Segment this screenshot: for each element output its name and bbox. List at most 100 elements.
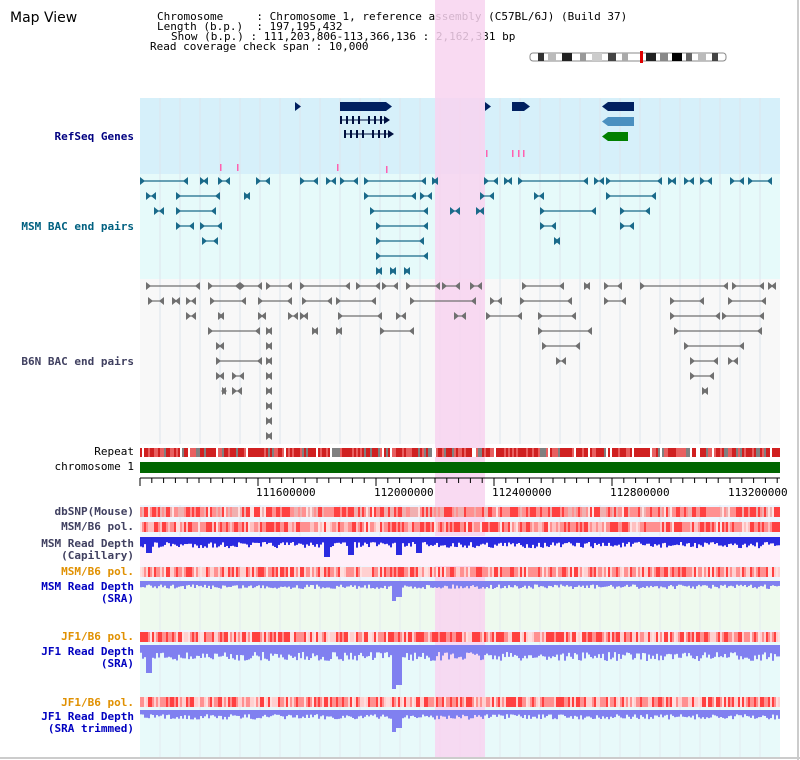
msm-b6-pol-strip — [184, 567, 186, 577]
jf1-depth-trim-bar — [340, 710, 342, 719]
dbsnp-strip — [598, 507, 600, 517]
msm-b6-pol-strip — [546, 567, 548, 577]
dbsnp-strip — [546, 507, 548, 517]
msm-b6-pol-strip — [430, 522, 432, 532]
msm-b6-pol-strip — [566, 567, 568, 577]
msm-b6-pol-strip — [378, 522, 380, 532]
jf1-depth-sra-bar — [280, 645, 282, 655]
msm-b6-pol-strip — [616, 567, 618, 577]
msm-depth-capillary-bar — [638, 537, 640, 542]
msm-bac-pair-end — [591, 207, 596, 215]
jf1-b6-pol-strip — [552, 697, 554, 707]
jf1-depth-trim-bar — [712, 710, 714, 715]
dbsnp-strip — [516, 507, 518, 517]
repeat-segment — [592, 448, 594, 457]
msm-b6-pol-strip — [354, 522, 356, 532]
msm-depth-sra-bar — [462, 581, 464, 589]
repeat-segment — [600, 448, 602, 457]
repeat-segment — [144, 448, 146, 457]
jf1-b6-pol-strip — [610, 632, 612, 642]
dbsnp-strip — [586, 507, 588, 517]
repeat-segment — [742, 448, 744, 457]
dbsnp-strip — [310, 507, 312, 517]
msm-depth-capillary-bar — [472, 537, 474, 548]
jf1-b6-pol-strip — [542, 697, 544, 707]
msm-bac-pair-end — [620, 207, 625, 215]
jf1-depth-sra-bar — [578, 645, 580, 661]
b6n-bac-pair-end — [674, 327, 679, 335]
jf1-b6-pol-strip — [768, 632, 770, 642]
jf1-b6-pol-strip — [730, 697, 732, 707]
jf1-depth-sra-bar — [670, 645, 672, 655]
repeat-segment — [202, 448, 204, 457]
msm-depth-capillary-bar — [708, 537, 710, 545]
repeat-segment — [674, 448, 676, 457]
repeat-segment — [270, 448, 272, 457]
repeat-segment — [614, 448, 616, 457]
msm-depth-sra-bar — [500, 581, 502, 589]
jf1-depth-sra-bar — [714, 645, 716, 657]
jf1-b6-pol-strip — [616, 697, 618, 707]
msm-b6-pol-strip — [596, 522, 598, 532]
msm-b6-pol-strip — [744, 522, 746, 532]
msm-b6-pol-strip — [232, 567, 234, 577]
msm-b6-pol-strip — [326, 522, 328, 532]
repeat-segment — [396, 448, 398, 457]
jf1-b6-pol-strip — [182, 632, 184, 642]
msm-b6-pol-strip — [584, 522, 586, 532]
msm-b6-pol-strip — [344, 567, 346, 577]
dbsnp-strip — [578, 507, 580, 517]
msm-b6-pol-strip — [516, 522, 518, 532]
msm-depth-capillary-bar — [420, 537, 422, 553]
msm-b6-pol-strip — [552, 522, 554, 532]
repeat-segment — [664, 448, 666, 457]
msm-depth-sra-bar — [460, 581, 462, 587]
msm-depth-sra-bar — [352, 581, 354, 587]
msm-b6-pol-strip — [172, 567, 174, 577]
jf1-b6-pol-strip — [778, 632, 780, 642]
msm-b6-pol-strip — [362, 522, 364, 532]
msm-b6-pol-strip — [424, 567, 426, 577]
dbsnp-strip — [564, 507, 566, 517]
chromosome-key: Chromosome — [157, 10, 224, 23]
dbsnp-strip — [670, 507, 672, 517]
msm-b6-pol-strip — [244, 522, 246, 532]
repeat-segment — [556, 448, 558, 457]
msm-bac-pair-end — [606, 192, 611, 200]
repeat-segment — [452, 448, 454, 457]
msm-depth-capillary-bar — [772, 537, 774, 544]
msm-bac-pair-end — [493, 177, 498, 185]
b6n-bac-pair-end — [684, 342, 689, 350]
msm-depth-capillary-bar — [180, 537, 182, 545]
b6n-bac-pair-end — [303, 312, 308, 320]
jf1-b6-pol-strip — [326, 697, 328, 707]
msm-bac-pair-end — [218, 177, 223, 185]
msm-depth-sra-bar — [364, 581, 366, 586]
repeat-segment — [374, 448, 376, 457]
msm-b6-pol-strip — [248, 567, 250, 577]
jf1-b6-pol-strip — [736, 632, 738, 642]
jf1-b6-pol-strip — [342, 632, 344, 642]
dbsnp-strip — [712, 507, 714, 517]
msm-depth-sra-bar — [472, 581, 474, 586]
jf1-b6-pol-strip — [530, 697, 532, 707]
b6n-bac-pair-end — [761, 297, 766, 305]
jf1-b6-pol-strip — [432, 697, 434, 707]
msm-b6-pol-strip — [172, 522, 174, 532]
msm-depth-capillary-bar — [494, 537, 496, 545]
msm-b6-pol-strip — [682, 522, 684, 532]
msm-depth-capillary-bar — [636, 537, 638, 543]
msm-b6-pol-strip — [556, 522, 558, 532]
repeat-segment — [286, 448, 288, 457]
msm-b6-pol-strip — [566, 522, 568, 532]
jf1-b6-pol-strip — [642, 697, 644, 707]
dbsnp-strip — [656, 507, 658, 517]
msm-b6-pol-strip — [632, 522, 634, 532]
jf1-depth-trim-bar — [352, 710, 354, 718]
msm-b6-pol-strip — [748, 567, 750, 577]
jf1-b6-pol-strip — [346, 697, 348, 707]
repeat-segment — [234, 448, 236, 457]
jf1-b6-pol-strip — [480, 697, 482, 707]
msm-b6-pol-strip — [534, 567, 536, 577]
